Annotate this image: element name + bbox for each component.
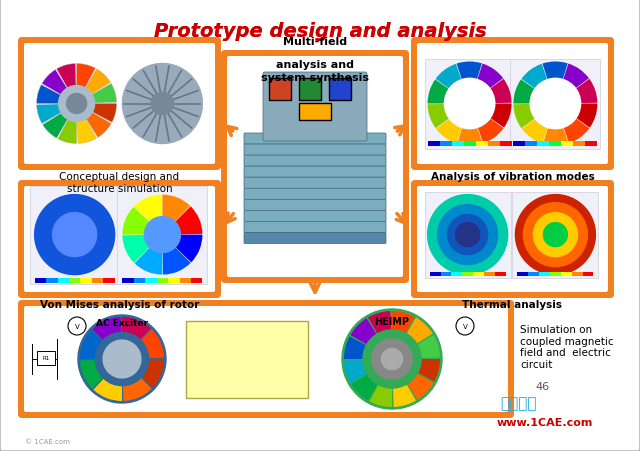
Wedge shape — [543, 62, 568, 80]
Wedge shape — [351, 375, 377, 400]
FancyBboxPatch shape — [221, 51, 409, 283]
Circle shape — [103, 341, 141, 378]
Wedge shape — [77, 70, 111, 104]
Bar — [582, 272, 593, 276]
FancyBboxPatch shape — [186, 321, 308, 398]
FancyBboxPatch shape — [24, 306, 508, 412]
Wedge shape — [408, 374, 433, 400]
Circle shape — [456, 223, 479, 247]
Circle shape — [52, 213, 97, 257]
Wedge shape — [80, 331, 102, 359]
Wedge shape — [36, 104, 77, 124]
Bar — [429, 272, 440, 276]
FancyBboxPatch shape — [227, 57, 403, 277]
FancyBboxPatch shape — [417, 187, 608, 292]
Circle shape — [381, 349, 403, 370]
FancyBboxPatch shape — [269, 79, 291, 101]
Circle shape — [428, 195, 508, 275]
Text: Prototype design and analysis: Prototype design and analysis — [154, 22, 486, 41]
Circle shape — [151, 93, 173, 115]
Bar — [46, 278, 58, 283]
Wedge shape — [436, 120, 462, 144]
Bar — [440, 272, 451, 276]
Circle shape — [372, 339, 412, 379]
Bar — [513, 141, 525, 146]
Bar — [428, 141, 440, 146]
FancyBboxPatch shape — [244, 211, 386, 222]
Bar — [586, 141, 597, 146]
FancyBboxPatch shape — [299, 104, 331, 121]
Bar — [476, 141, 488, 146]
Bar — [157, 278, 168, 283]
Wedge shape — [458, 128, 483, 146]
Bar — [81, 278, 92, 283]
FancyBboxPatch shape — [424, 60, 515, 149]
Wedge shape — [564, 119, 589, 144]
Wedge shape — [522, 64, 547, 89]
Wedge shape — [576, 104, 597, 128]
Circle shape — [444, 79, 495, 129]
Text: 仿真在线: 仿真在线 — [500, 395, 536, 410]
Wedge shape — [92, 318, 121, 340]
FancyBboxPatch shape — [244, 145, 386, 156]
Wedge shape — [77, 84, 116, 104]
Circle shape — [543, 223, 568, 247]
Bar — [37, 351, 55, 365]
Wedge shape — [77, 104, 116, 123]
Wedge shape — [163, 248, 191, 275]
FancyBboxPatch shape — [329, 79, 351, 101]
FancyBboxPatch shape — [29, 186, 120, 284]
Wedge shape — [543, 128, 568, 146]
FancyBboxPatch shape — [117, 186, 207, 284]
Bar — [539, 272, 550, 276]
Text: AC Exciter: AC Exciter — [96, 318, 148, 327]
Wedge shape — [175, 207, 202, 235]
Bar — [495, 272, 506, 276]
Wedge shape — [134, 248, 163, 275]
Circle shape — [67, 94, 86, 114]
Wedge shape — [56, 64, 77, 104]
Wedge shape — [428, 80, 449, 104]
FancyBboxPatch shape — [18, 300, 514, 418]
Circle shape — [35, 195, 115, 275]
Wedge shape — [513, 105, 535, 129]
Text: Conceptual design and
structure simulation: Conceptual design and structure simulati… — [60, 172, 180, 193]
Bar — [58, 278, 69, 283]
Bar — [92, 278, 103, 283]
Circle shape — [447, 215, 488, 255]
Wedge shape — [77, 104, 97, 144]
Wedge shape — [141, 330, 164, 358]
Text: Analysis of vibration modes: Analysis of vibration modes — [431, 172, 595, 182]
Text: HEIMP: HEIMP — [374, 316, 410, 326]
Bar — [550, 272, 561, 276]
Bar — [488, 141, 500, 146]
Wedge shape — [36, 86, 77, 104]
Wedge shape — [77, 64, 95, 104]
Text: Von Mises analysis of rotor: Von Mises analysis of rotor — [40, 299, 199, 309]
Bar — [525, 141, 538, 146]
Wedge shape — [122, 207, 150, 235]
Wedge shape — [456, 62, 482, 80]
Bar — [517, 272, 528, 276]
Wedge shape — [123, 378, 152, 401]
Wedge shape — [134, 195, 162, 222]
FancyBboxPatch shape — [24, 187, 215, 292]
FancyBboxPatch shape — [244, 167, 386, 178]
Wedge shape — [393, 385, 416, 407]
Circle shape — [68, 318, 86, 335]
FancyBboxPatch shape — [244, 222, 386, 233]
Wedge shape — [563, 64, 589, 89]
Wedge shape — [477, 64, 503, 89]
Bar — [440, 141, 452, 146]
Bar — [452, 141, 463, 146]
FancyBboxPatch shape — [244, 233, 386, 244]
Bar — [35, 278, 46, 283]
Wedge shape — [80, 360, 102, 389]
Wedge shape — [351, 318, 376, 345]
Wedge shape — [428, 105, 449, 129]
Bar — [168, 278, 180, 283]
FancyBboxPatch shape — [263, 73, 367, 142]
Bar — [572, 272, 582, 276]
Wedge shape — [407, 318, 433, 344]
